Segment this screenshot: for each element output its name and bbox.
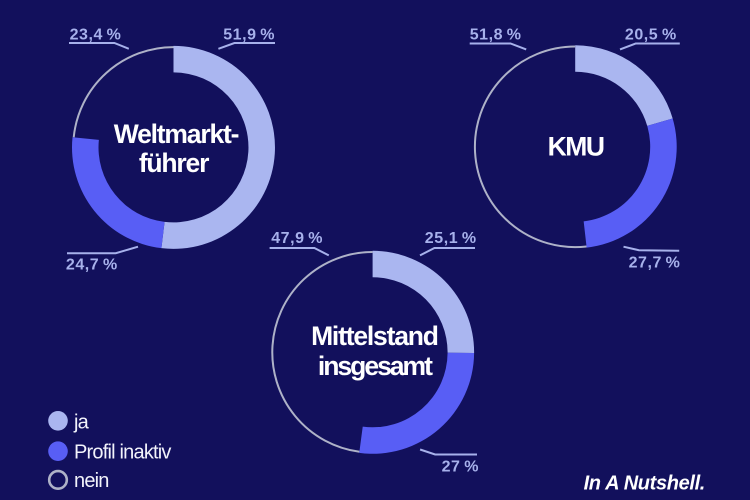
svg-text:24,7 %: 24,7 % bbox=[66, 256, 118, 273]
svg-text:nein: nein bbox=[74, 470, 109, 492]
svg-text:51,8 %: 51,8 % bbox=[470, 27, 522, 44]
svg-text:25,1 %: 25,1 % bbox=[425, 230, 477, 247]
svg-text:27,7 %: 27,7 % bbox=[629, 254, 681, 271]
svg-text:27 %: 27 % bbox=[442, 459, 479, 476]
svg-text:In A Nutshell.: In A Nutshell. bbox=[584, 473, 705, 495]
svg-text:KMU: KMU bbox=[548, 131, 604, 161]
svg-text:Profil inaktiv: Profil inaktiv bbox=[74, 441, 171, 463]
svg-text:23,4 %: 23,4 % bbox=[70, 26, 122, 43]
svg-text:führer: führer bbox=[139, 148, 209, 178]
svg-text:20,5 %: 20,5 % bbox=[625, 27, 677, 44]
svg-text:insgesamt: insgesamt bbox=[318, 351, 433, 381]
svg-text:Mittelstand: Mittelstand bbox=[311, 321, 438, 351]
svg-text:Weltmarkt-: Weltmarkt- bbox=[114, 119, 239, 149]
svg-text:ja: ja bbox=[73, 411, 90, 433]
svg-text:51,9 %: 51,9 % bbox=[223, 26, 275, 43]
svg-text:47,9 %: 47,9 % bbox=[271, 230, 323, 247]
